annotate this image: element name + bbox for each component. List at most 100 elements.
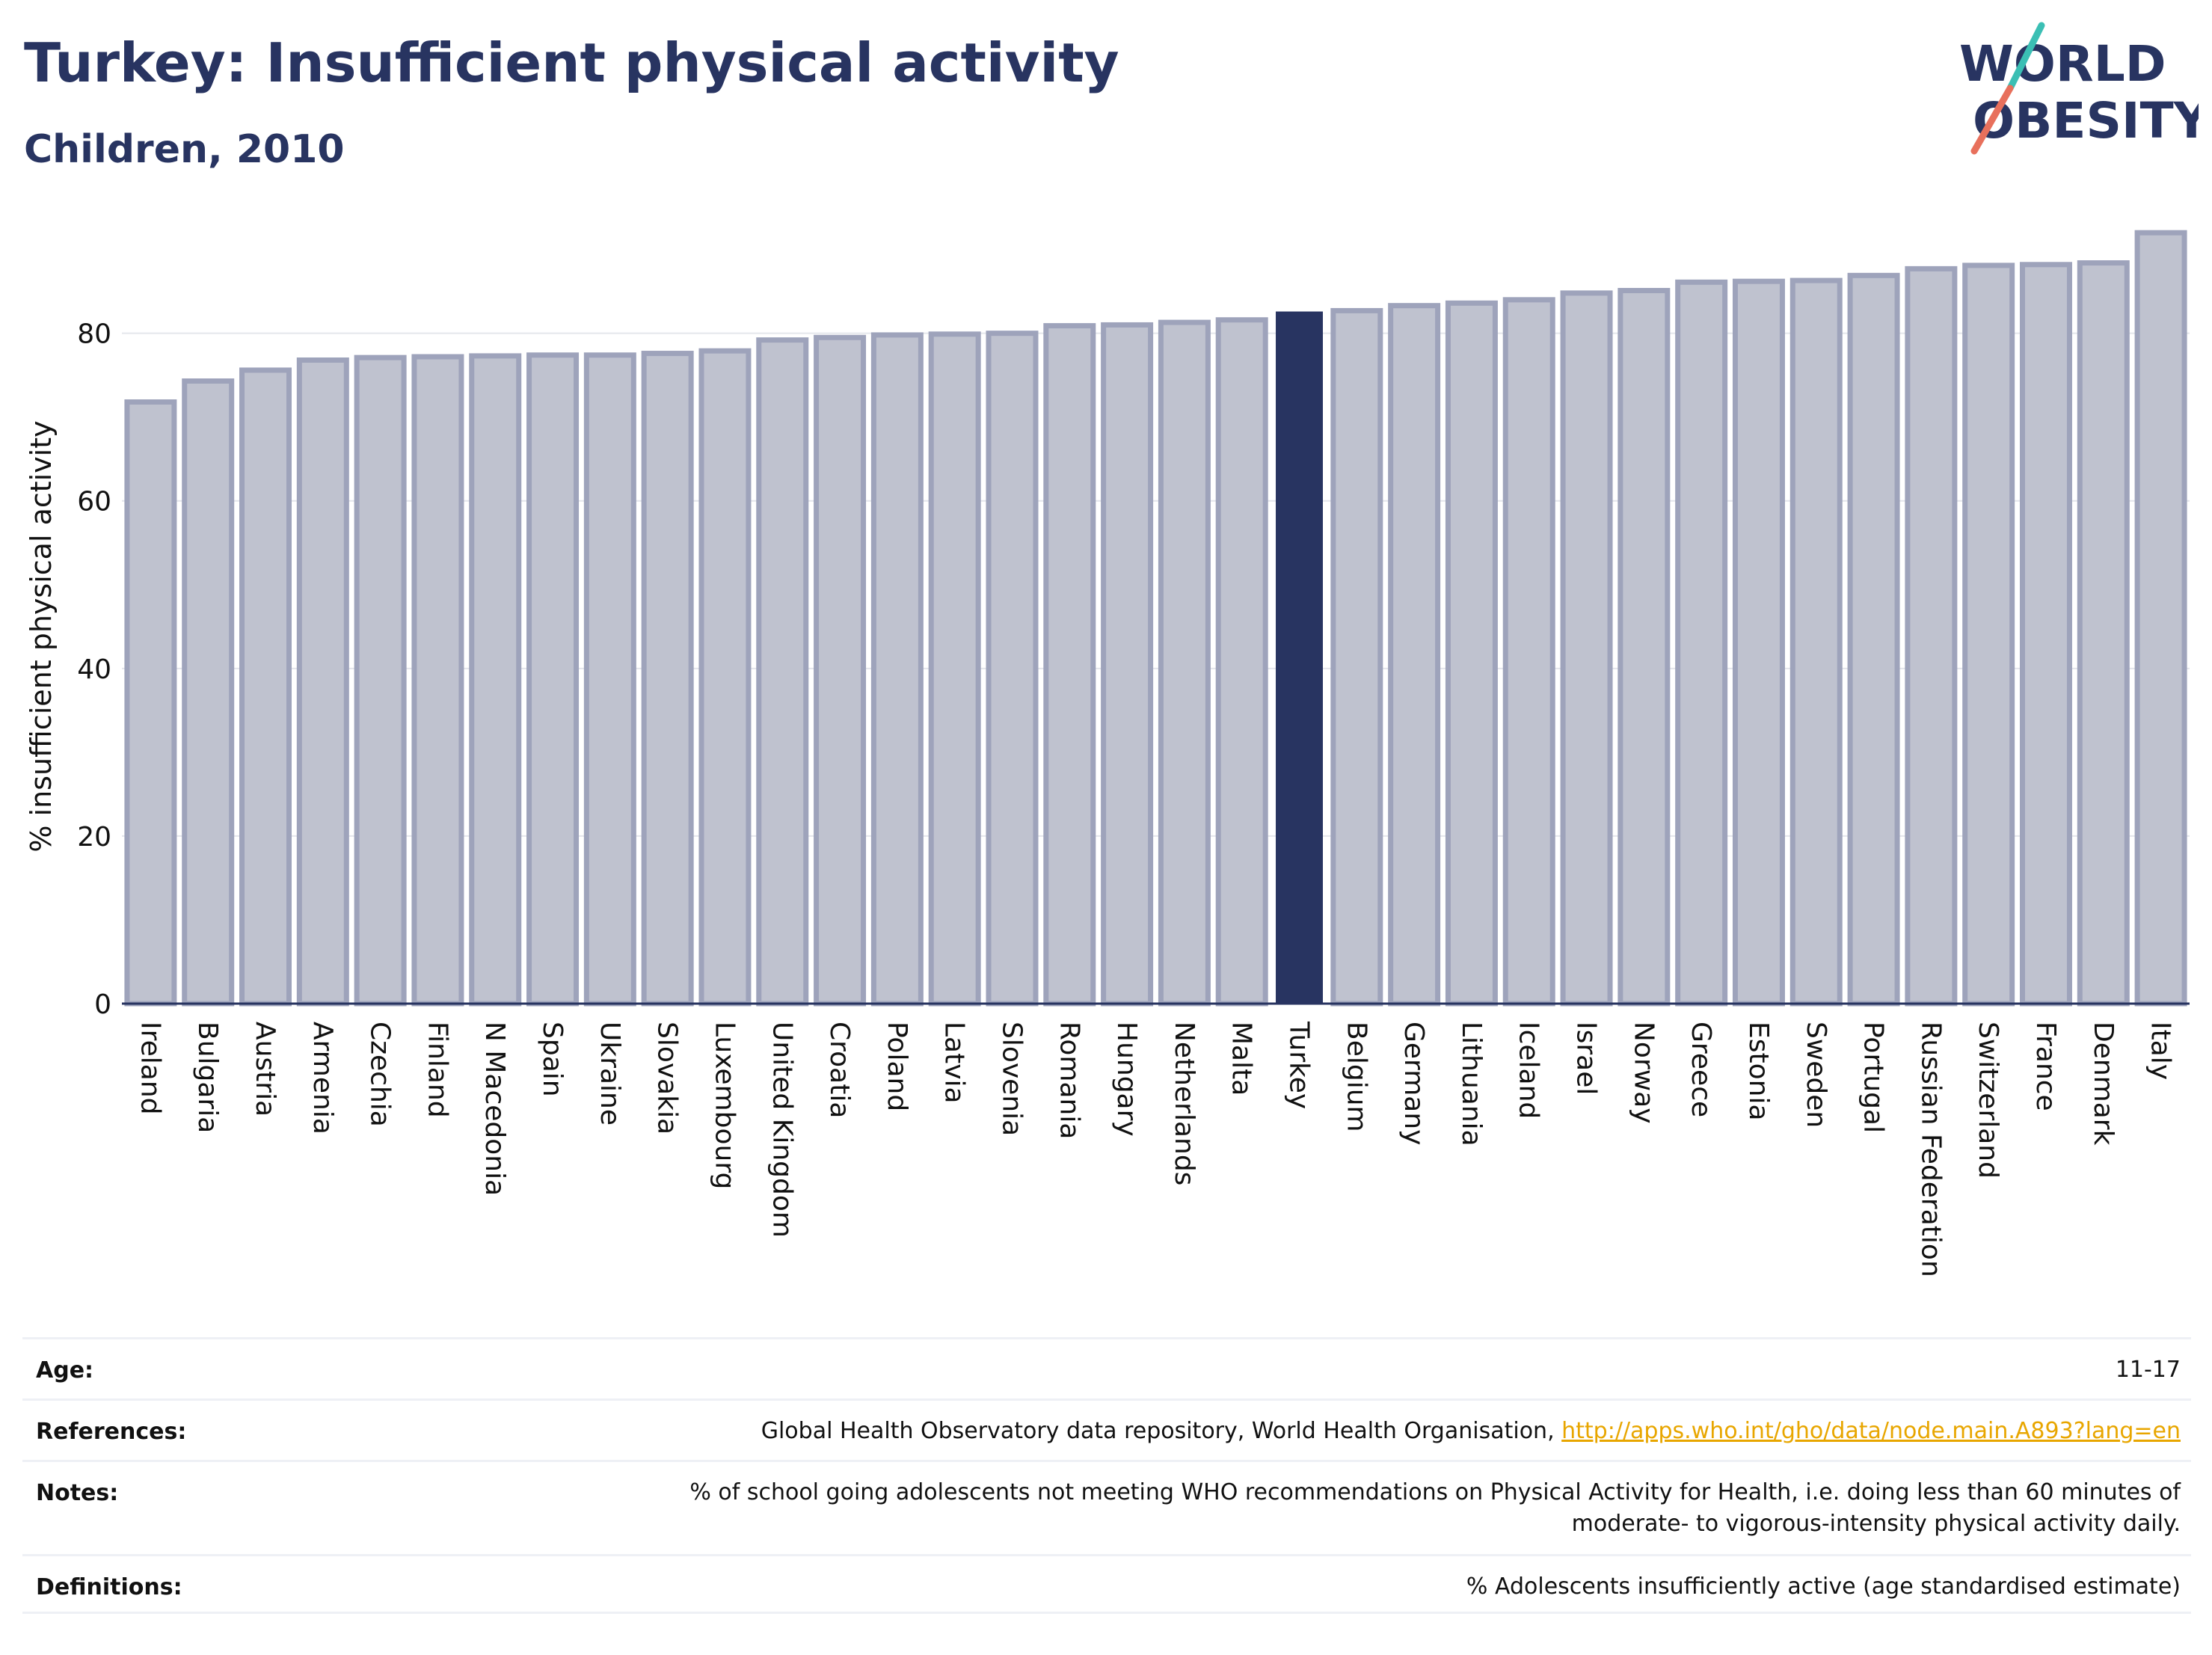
- chart-title: Turkey: Insufficient physical activity: [24, 31, 1119, 94]
- bar: [2019, 262, 2072, 1007]
- y-tick-label: 20: [77, 822, 111, 853]
- x-tick-label: Switzerland: [1973, 1022, 2003, 1179]
- notes-line1: % of school going adolescents not meetin…: [689, 1479, 2181, 1505]
- x-tick-label: Croatia: [824, 1022, 855, 1118]
- bar: [1675, 279, 1728, 1007]
- bar: [928, 331, 981, 1007]
- notes-line2: moderate- to vigorous-intensity physical…: [1571, 1511, 2181, 1537]
- bar: [814, 334, 867, 1007]
- x-tick-label: Bulgaria: [192, 1022, 223, 1133]
- bar: [469, 353, 522, 1007]
- bar: [1502, 297, 1555, 1007]
- chart-subtitle: Children, 2010: [24, 127, 345, 172]
- references-link[interactable]: http://apps.who.int/gho/data/node.main.A…: [1561, 1418, 2181, 1444]
- y-tick-label: 0: [94, 989, 111, 1020]
- bar: [1158, 319, 1211, 1007]
- notes-label: Notes:: [36, 1480, 119, 1506]
- bar: [641, 351, 694, 1007]
- x-tick-label: Austria: [250, 1022, 280, 1117]
- x-tick-label: Romania: [1054, 1022, 1084, 1139]
- x-tick-label: Slovakia: [652, 1022, 683, 1134]
- bar: [698, 348, 752, 1007]
- footer-row-definitions: Definitions: % Adolescents insufficientl…: [22, 1554, 2191, 1614]
- x-tick-label: Finland: [422, 1022, 452, 1118]
- y-tick-labels: 0 20 40 60 80: [77, 319, 111, 1020]
- x-tick-label: Denmark: [2088, 1022, 2119, 1146]
- x-tick-label: Sweden: [1801, 1022, 1831, 1128]
- logo-line2: OBESITY: [1973, 92, 2199, 150]
- bar: [756, 337, 809, 1007]
- bar: [1847, 272, 1900, 1007]
- x-tick-label: Italy: [2145, 1022, 2176, 1080]
- bar: [1962, 262, 2015, 1007]
- bar: [2077, 260, 2130, 1007]
- bar: [296, 357, 349, 1007]
- x-tick-label: France: [2030, 1022, 2061, 1111]
- x-tick-label: Germany: [1398, 1022, 1429, 1145]
- x-tick-label: Russian Federation: [1915, 1022, 1946, 1277]
- notes-value: % of school going adolescents not meetin…: [689, 1477, 2181, 1540]
- age-value: 11-17: [2115, 1357, 2181, 1383]
- bar: [1330, 307, 1383, 1007]
- chart-footer: Age: 11-17 References: Global Health Obs…: [22, 1337, 2191, 1614]
- y-axis-label: % insufficient physical activity: [25, 420, 58, 852]
- definitions-value: % Adolescents insufficiently active (age…: [1466, 1573, 2181, 1600]
- x-tick-label: Portugal: [1858, 1022, 1889, 1133]
- bar: [1617, 288, 1671, 1007]
- x-tick-label: Armenia: [307, 1022, 338, 1134]
- bar: [2134, 230, 2187, 1007]
- bars: [124, 230, 2187, 1007]
- x-tick-label: United Kingdom: [766, 1022, 797, 1238]
- bar: [354, 354, 407, 1007]
- x-tick-label: Ukraine: [595, 1022, 625, 1126]
- bar: [124, 399, 177, 1007]
- x-tick-label: Luxembourg: [709, 1022, 740, 1189]
- x-tick-label: Slovenia: [996, 1022, 1027, 1136]
- bar: [1445, 300, 1498, 1007]
- bar: [1905, 265, 1958, 1007]
- x-tick-label: Estonia: [1743, 1022, 1774, 1121]
- x-tick-label: Poland: [882, 1022, 912, 1111]
- bar: [986, 331, 1039, 1007]
- bar: [1732, 278, 1785, 1007]
- bar-chart: 0 20 40 60 80 Ireland Bulgaria Austria Armenia C…: [25, 230, 2190, 1277]
- footer-row-references: References: Global Health Observatory da…: [22, 1398, 2191, 1460]
- logo-line1: WORLD: [1959, 35, 2166, 93]
- x-tick-labels: Ireland Bulgaria Austria Armenia Czechia Finl…: [135, 1021, 2175, 1277]
- x-tick-label: Lithuania: [1456, 1022, 1487, 1146]
- y-tick-label: 60: [77, 487, 111, 518]
- x-tick-label: Israel: [1571, 1022, 1602, 1095]
- grid-lines: [122, 332, 2190, 837]
- definitions-label: Definitions:: [36, 1574, 182, 1600]
- x-tick-label: Belgium: [1341, 1022, 1371, 1132]
- x-tick-label: Hungary: [1111, 1022, 1142, 1137]
- x-tick-label: Czechia: [365, 1022, 396, 1127]
- x-tick-label: Malta: [1226, 1022, 1257, 1096]
- references-label: References:: [36, 1419, 187, 1445]
- bar: [1388, 303, 1441, 1007]
- y-tick-label: 40: [77, 654, 111, 685]
- bar: [182, 378, 235, 1007]
- x-tick-label: N Macedonia: [479, 1022, 510, 1196]
- references-value: Global Health Observatory data repositor…: [761, 1416, 2181, 1447]
- references-text: Global Health Observatory data repositor…: [761, 1418, 1562, 1444]
- bar: [411, 354, 464, 1007]
- bar: [1560, 290, 1613, 1007]
- bar: [870, 332, 924, 1007]
- world-obesity-logo: WORLD OBESITY: [1959, 22, 2199, 155]
- x-tick-label: Turkey: [1284, 1021, 1315, 1109]
- footer-row-age: Age: 11-17: [22, 1337, 2191, 1398]
- bar: [1043, 323, 1096, 1007]
- x-tick-label: Greece: [1686, 1022, 1716, 1117]
- bar-highlight: [1276, 311, 1324, 1004]
- x-tick-label: Iceland: [1514, 1022, 1544, 1119]
- bar: [526, 352, 580, 1007]
- bar: [239, 367, 292, 1007]
- bar: [1215, 317, 1268, 1007]
- footer-row-notes: Notes: % of school going adolescents not…: [22, 1460, 2191, 1554]
- bar: [1101, 322, 1154, 1007]
- x-tick-label: Ireland: [135, 1022, 165, 1115]
- bar: [583, 352, 636, 1007]
- x-tick-label: Spain: [537, 1022, 568, 1097]
- age-label: Age:: [36, 1357, 94, 1384]
